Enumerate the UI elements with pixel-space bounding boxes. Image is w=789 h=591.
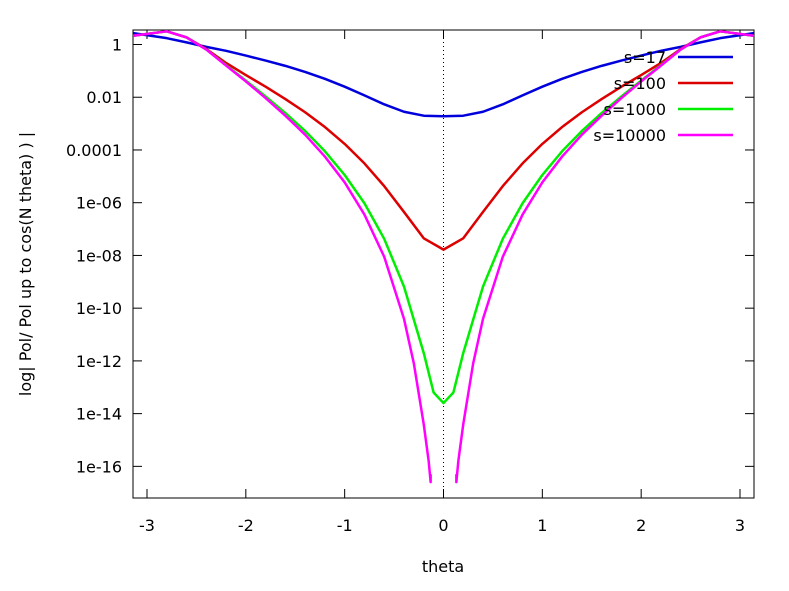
y-tick-label: 1e-16 bbox=[76, 457, 122, 476]
series-line-1 bbox=[133, 31, 754, 118]
x-tick-label: 3 bbox=[735, 516, 745, 535]
y-tick-label: 0.0001 bbox=[66, 141, 122, 160]
x-tick-label: 0 bbox=[438, 516, 448, 535]
series-layer bbox=[133, 30, 754, 484]
y-tick-label: 0.01 bbox=[86, 88, 122, 107]
y-axis-ticks: 1 0.01 0.0001 1e-06 1e-08 1e-10 1e-12 1e-14 1e-1… bbox=[66, 36, 754, 476]
x-tick-label: -2 bbox=[238, 516, 254, 535]
legend-label: s=1000 bbox=[604, 100, 666, 119]
y-axis-title: log| Pol/ Pol up to cos(N theta) ) | bbox=[16, 132, 35, 396]
legend: s=17 s=100 s=1000 s=10000 bbox=[593, 48, 733, 145]
legend-label: s=100 bbox=[614, 74, 666, 93]
x-axis-ticks: -3 -2 -1 0 1 2 3 bbox=[139, 30, 745, 535]
x-axis-title: theta bbox=[422, 557, 464, 576]
y-tick-label: 1e-06 bbox=[76, 194, 122, 213]
legend-label: s=10000 bbox=[593, 126, 666, 145]
x-tick-label: -1 bbox=[337, 516, 353, 535]
series-line-4 bbox=[133, 30, 754, 484]
x-tick-label: -3 bbox=[139, 516, 155, 535]
y-tick-label: 1e-12 bbox=[76, 352, 122, 371]
y-tick-label: 1e-10 bbox=[76, 299, 122, 318]
y-tick-label: 1 bbox=[112, 36, 122, 55]
x-tick-label: 1 bbox=[537, 516, 547, 535]
y-tick-label: 1e-14 bbox=[76, 405, 122, 424]
x-tick-label: 2 bbox=[636, 516, 646, 535]
y-tick-label: 1e-08 bbox=[76, 246, 122, 265]
series-line-2 bbox=[133, 30, 754, 251]
legend-label: s=17 bbox=[624, 48, 666, 67]
